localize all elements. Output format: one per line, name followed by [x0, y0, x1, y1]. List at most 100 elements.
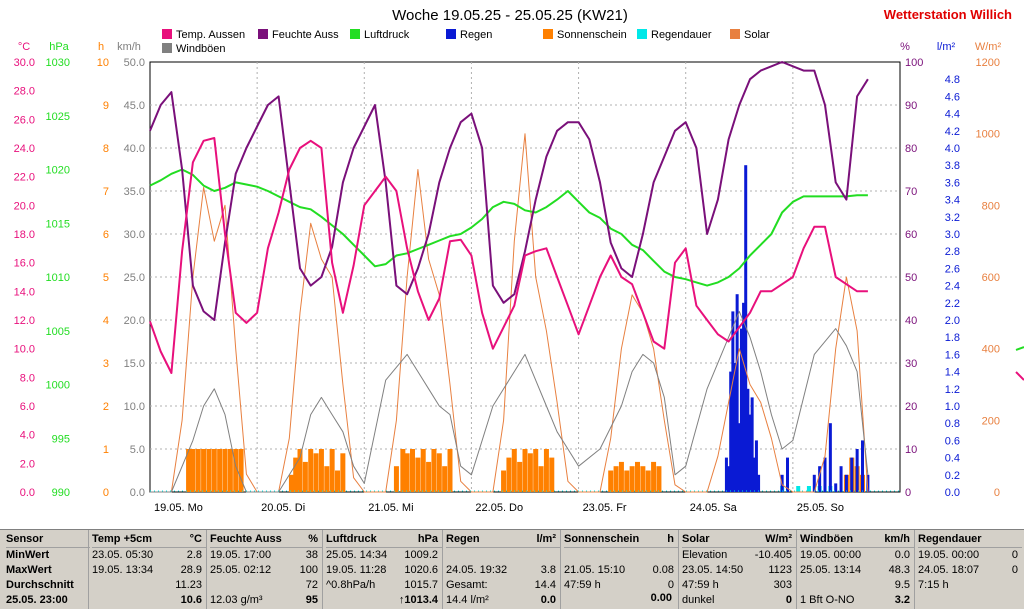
rain-bar — [744, 165, 748, 492]
summary-column: Windböen km/h 19.05. 00:00 0.0 25.05. 13:14 4… — [800, 532, 914, 609]
summary-cell-left: dunkel — [682, 594, 715, 606]
sunshine-bar — [195, 449, 201, 492]
sunshine-bar — [404, 453, 410, 492]
summary-cell-left: 19.05. 00:00 — [918, 549, 980, 561]
summary-cell-left: 47:59 h — [564, 579, 601, 591]
rain-axis-tick: 1.0 — [945, 401, 960, 413]
summary-cell: 1 Bft O-NO 3.2 — [800, 593, 914, 608]
summary-separator — [322, 530, 323, 609]
solar-axis-tick: 1000 — [976, 129, 1000, 141]
pressure-axis-tick: 1010 — [46, 272, 70, 284]
rain-bar — [748, 414, 752, 492]
rain-axis-tick: 3.8 — [945, 160, 960, 172]
humidity-axis-tick: 100 — [905, 57, 923, 69]
rain-bar — [834, 483, 838, 492]
sunshine-bar — [201, 449, 207, 492]
humidity-axis-tick: 50 — [905, 272, 917, 284]
summary-column-header: Regen l/m² — [446, 532, 560, 548]
summary-row-label-text: Sensor — [6, 533, 44, 545]
humidity-axis-tick: 20 — [905, 401, 917, 413]
solar-axis-tick: 800 — [982, 200, 1000, 212]
summary-column: Regendauer 19.05. 00:00 0 24.05. 18:07 0 7:15… — [918, 532, 1022, 609]
rain-axis-tick: 0.8 — [945, 418, 960, 430]
humidity-line — [149, 61, 869, 321]
summary-separator — [796, 530, 797, 609]
summary-cell: dunkel 0 — [682, 593, 796, 608]
summary-cell-left: 14.4 l/m² — [446, 594, 489, 606]
summary-cell: 19.05. 11:28 1020.6 — [326, 563, 442, 578]
summary-cell-value: 10.6 — [180, 594, 202, 606]
summary-row-label-text: MaxWert — [6, 564, 52, 576]
legend-swatch — [162, 29, 172, 39]
legend-swatch — [637, 29, 647, 39]
sunshine-bar — [656, 466, 662, 492]
rain-unit: l/m² — [937, 41, 956, 53]
sunshine-unit: h — [98, 41, 104, 53]
rain-axis-tick: 3.2 — [945, 212, 960, 224]
summary-cell-left: ^0.8hPa/h — [326, 579, 376, 591]
rain-axis-tick: 4.0 — [945, 143, 960, 155]
summary-cell: 12.03 g/m³ 95 — [210, 593, 322, 608]
pressure-current-marker — [1015, 346, 1024, 351]
humidity-axis-tick: 10 — [905, 444, 917, 456]
summary-column-unit: l/m² — [536, 533, 556, 545]
rain-axis-tick: 3.4 — [945, 195, 960, 207]
legend-label: Solar — [744, 29, 770, 41]
rain-axis-tick: 0.4 — [945, 453, 960, 465]
sunshine-axis-tick: 8 — [103, 143, 109, 155]
summary-cell-left: 21.05. 15:10 — [564, 564, 626, 576]
summary-cell: 19.05. 13:34 28.9 — [92, 563, 206, 578]
humidity-axis-tick: 0 — [905, 487, 911, 499]
rain-bar — [731, 311, 735, 492]
temp-axis-tick: 2.0 — [20, 458, 35, 470]
summary-separator — [914, 530, 915, 609]
sunshine-bar — [324, 466, 330, 492]
summary-cell: 23.05. 14:50 1123 — [682, 563, 796, 578]
pressure-axis-tick: 1025 — [46, 111, 70, 123]
sunshine-bar — [340, 453, 346, 492]
summary-cell — [918, 593, 1022, 608]
summary-cell: ↑1013.4 — [326, 593, 442, 608]
sunshine-bar — [522, 449, 528, 492]
summary-cell: 21.05. 15:10 0.08 — [564, 563, 678, 578]
rain-axis-tick: 0.6 — [945, 435, 960, 447]
summary-cell-left: 7:15 h — [918, 579, 949, 591]
rain-axis-tick: 2.0 — [945, 315, 960, 327]
sunshine-bar — [186, 449, 192, 492]
sunshine-bar — [517, 461, 523, 492]
humidity-axis-tick: 30 — [905, 358, 917, 370]
rain-bar — [739, 328, 743, 492]
solar-unit: W/m² — [975, 41, 1002, 53]
summary-cell-value: 38 — [305, 549, 318, 561]
gust-line — [150, 310, 869, 493]
sunshine-bar — [211, 449, 217, 492]
summary-cell-value: 3.8 — [540, 564, 556, 576]
rain-axis-tick: 2.2 — [945, 298, 960, 310]
summary-cell: 72 — [210, 578, 322, 593]
summary-column-unit: km/h — [884, 533, 910, 545]
summary-cell-value: 1020.6 — [404, 564, 438, 576]
pressure-unit: hPa — [49, 41, 69, 53]
summary-cell-value: 303 — [773, 579, 792, 591]
humidity-axis-tick: 60 — [905, 229, 917, 241]
summary-cell-value: ↑1013.4 — [398, 594, 438, 606]
humidity-axis-tick: 80 — [905, 143, 917, 155]
solar-axis-tick: 1200 — [976, 57, 1000, 69]
rain-bar — [812, 474, 816, 492]
sunshine-bar — [206, 449, 212, 492]
sunshine-bar — [238, 449, 244, 492]
temp-axis-tick: 12.0 — [14, 315, 35, 327]
sunshine-bar — [335, 470, 340, 492]
summary-cell: 47:59 h 0 — [564, 578, 678, 593]
rain-axis-tick: 2.8 — [945, 246, 960, 258]
summary-column-name: Windböen — [800, 533, 854, 545]
summary-label-column: Sensor MinWert MaxWert Durchschnitt 25.05. 2… — [6, 532, 90, 609]
rain-bar — [844, 474, 848, 492]
summary-cell-left: Gesamt: — [446, 579, 488, 591]
wind-axis-tick: 20.0 — [124, 315, 145, 327]
pressure-axis-tick: 1015 — [46, 218, 70, 230]
summary-cell-value: 0.0 — [540, 594, 556, 606]
sunshine-bar — [549, 457, 555, 492]
summary-cell-value: 14.4 — [534, 579, 556, 591]
summary-column-name: Luftdruck — [326, 533, 377, 545]
